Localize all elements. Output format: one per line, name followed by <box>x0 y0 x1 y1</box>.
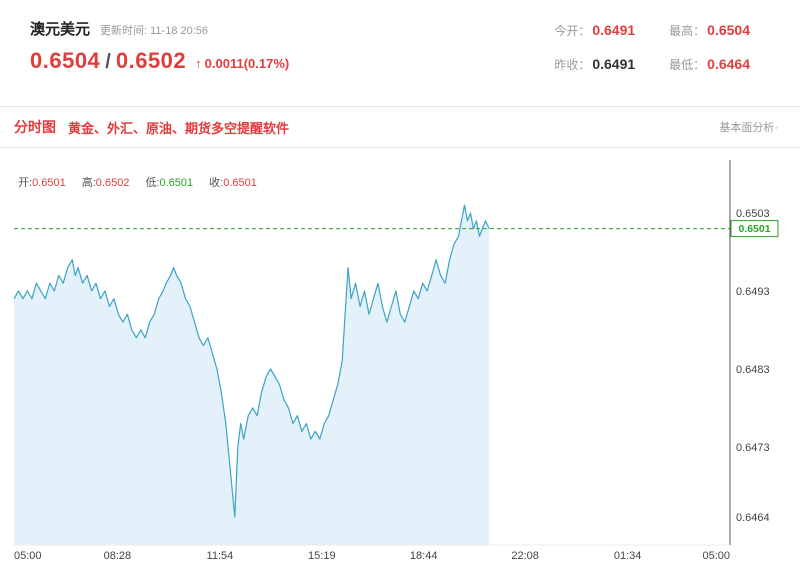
axis-tick-label: 08:28 <box>104 550 132 562</box>
stat-open: 今开： 0.6491 <box>554 22 635 39</box>
price-ask: 0.6502 <box>115 48 187 73</box>
price-bid: 0.6504 <box>30 48 101 73</box>
header-divider <box>0 106 800 107</box>
stat-open-value: 0.6491 <box>592 22 636 38</box>
promo-link[interactable]: 黄金、外汇、原油、期货多空提醒软件 <box>68 120 290 136</box>
stat-open-label: 今开： <box>554 24 591 38</box>
stat-high-value: 0.6504 <box>707 22 750 38</box>
axis-tick-label: 0.6493 <box>736 286 770 298</box>
ohlc-legend-item: 开:0.6501 <box>18 177 66 189</box>
quote-header: 澳元美元 更新时间: 11-18 20:56 0.6504 / 0.6502 ↑… <box>0 0 800 106</box>
axis-tick-label: 01:34 <box>614 550 642 562</box>
ohlc-legend-item: 高:0.6502 <box>81 177 130 189</box>
stat-low: 最低： 0.6464 <box>669 56 750 73</box>
axis-tick-label: 18:44 <box>410 550 438 562</box>
ohlc-legend-item: 低:0.6501 <box>145 177 194 189</box>
axis-tick-label: 05:00 <box>702 550 730 562</box>
quote-stats: 今开： 0.6491 最高： 0.6504 昨收： 0.6491 最低： 0.6… <box>554 22 750 73</box>
update-time: 更新时间: 11-18 20:56 <box>100 25 209 37</box>
tab-intraday-chart[interactable]: 分时图 <box>14 119 56 135</box>
stat-low-label: 最低： <box>669 58 706 72</box>
price-separator: / <box>105 51 111 73</box>
up-arrow-icon: ↑ <box>195 56 202 71</box>
axis-tick-label: 0.6503 <box>736 208 770 220</box>
pair-title: 澳元美元 <box>30 21 91 38</box>
stat-high: 最高： 0.6504 <box>669 22 750 39</box>
price-line <box>13 204 490 518</box>
tabbar-divider <box>0 147 800 148</box>
stat-prev-close-label: 昨收： <box>554 58 591 72</box>
axis-tick-label: 0.6473 <box>736 442 770 454</box>
quote-header-left: 澳元美元 更新时间: 11-18 20:56 0.6504 / 0.6502 ↑… <box>30 18 289 74</box>
stat-low-value: 0.6464 <box>707 56 750 72</box>
fundamental-analysis-link[interactable]: 基本面分析· <box>719 122 778 134</box>
stat-prev-close: 昨收： 0.6491 <box>554 56 635 73</box>
ohlc-legend-item: 收:0.6501 <box>209 177 257 189</box>
stat-prev-close-value: 0.6491 <box>592 56 636 72</box>
intraday-line-chart: 0.6503 0.6493 0.6483 0.6473 0.6464 0.6501 05:0… <box>13 160 779 562</box>
current-price-label-box <box>730 220 779 238</box>
chart-tabbar: 分时图 黄金、外汇、原油、期货多空提醒软件 基本面分析· <box>0 107 800 147</box>
ohlc-legend: 开:0.6501 高:0.6502 低:0.6501 收:0.6501 <box>18 174 257 190</box>
axis-tick-label: 11:54 <box>207 550 234 562</box>
stat-high-label: 最高： <box>669 24 706 38</box>
axis-tick-label: 0.6483 <box>736 364 770 376</box>
intraday-chart-area: 开:0.6501 高:0.6502 低:0.6501 收:0.6501 0.6503 0… <box>0 148 800 567</box>
axis-tick-label: 05:00 <box>14 550 42 562</box>
price-area-fill <box>14 205 490 545</box>
price-change: 0.0011(0.17%) <box>204 56 290 71</box>
current-price-label: 0.6501 <box>738 223 770 235</box>
axis-tick-label: 15:19 <box>308 550 336 562</box>
axis-tick-label: 0.6464 <box>736 512 770 524</box>
axis-tick-label: 22:08 <box>511 550 539 562</box>
